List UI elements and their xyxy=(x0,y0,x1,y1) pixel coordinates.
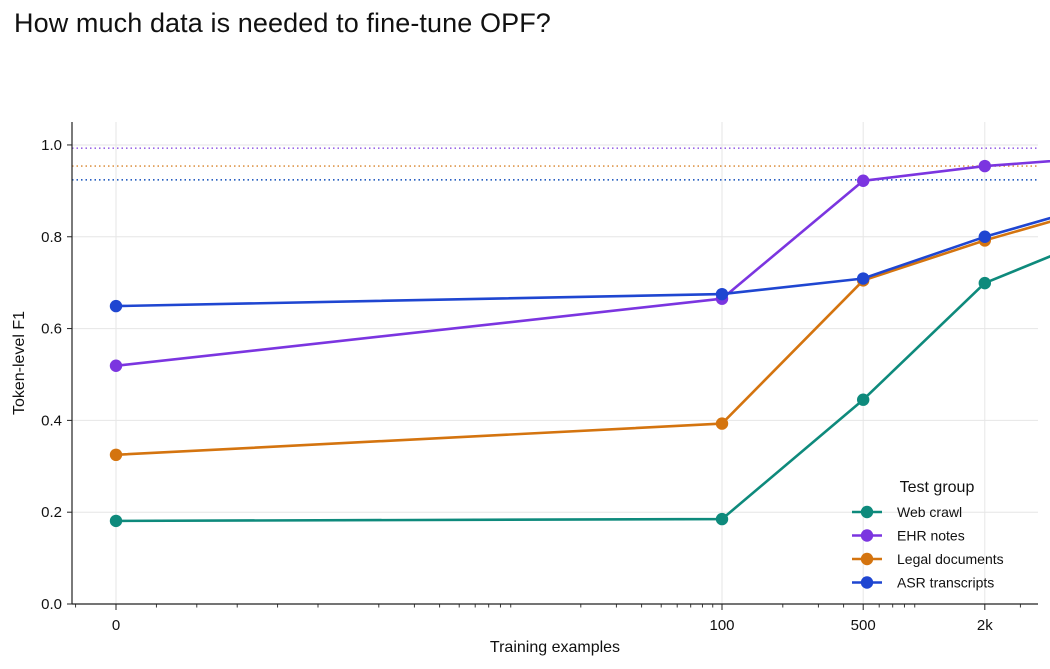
legend: Test group Web crawl EHR notes Legal docume… xyxy=(852,479,1004,591)
y-tick-label: 0.8 xyxy=(41,229,62,246)
data-point xyxy=(856,393,870,406)
x-tick-label: 500 xyxy=(851,617,876,634)
data-point xyxy=(715,512,729,526)
legend-marker xyxy=(860,552,874,566)
data-point xyxy=(109,299,123,313)
axes xyxy=(71,122,1038,605)
chart-title: How much data is needed to fine-tune OPF… xyxy=(14,8,551,38)
y-tick-label: 0.4 xyxy=(41,412,62,429)
legend-marker xyxy=(860,576,874,589)
x-tick-label: 2k xyxy=(977,617,993,634)
x-tick-label: 100 xyxy=(709,617,734,634)
x-axis-label: Training examples xyxy=(490,639,620,656)
series xyxy=(109,159,1050,528)
legend-marker xyxy=(860,505,874,519)
ticks: 0.00.20.40.60.81.001005002k10k xyxy=(41,137,1021,634)
y-tick-label: 1.0 xyxy=(41,137,62,154)
series-line xyxy=(114,216,1050,308)
data-point xyxy=(715,417,729,430)
data-point xyxy=(109,359,123,372)
data-point xyxy=(856,174,870,187)
legend-label: EHR notes xyxy=(897,528,965,544)
data-point xyxy=(856,272,870,285)
data-point xyxy=(109,448,123,462)
y-tick-label: 0.2 xyxy=(41,504,62,521)
series-line xyxy=(114,159,1050,368)
data-point xyxy=(978,159,992,173)
y-tick-label: 0.0 xyxy=(41,596,62,613)
series-line xyxy=(114,220,1050,457)
legend-label: ASR transcripts xyxy=(897,575,994,591)
legend-title: Test group xyxy=(900,479,975,496)
series-line xyxy=(114,255,1050,523)
y-axis-label: Token-level F1 xyxy=(11,311,28,415)
x-tick-label: 0 xyxy=(112,617,120,634)
data-point xyxy=(978,230,992,243)
data-point xyxy=(715,287,729,301)
y-tick-label: 0.6 xyxy=(41,321,62,338)
legend-marker xyxy=(860,529,874,542)
legend-label: Web crawl xyxy=(897,504,962,520)
legend-label: Legal documents xyxy=(897,551,1004,567)
data-point xyxy=(978,276,992,290)
reference-lines xyxy=(72,147,1038,181)
data-point xyxy=(109,514,123,528)
